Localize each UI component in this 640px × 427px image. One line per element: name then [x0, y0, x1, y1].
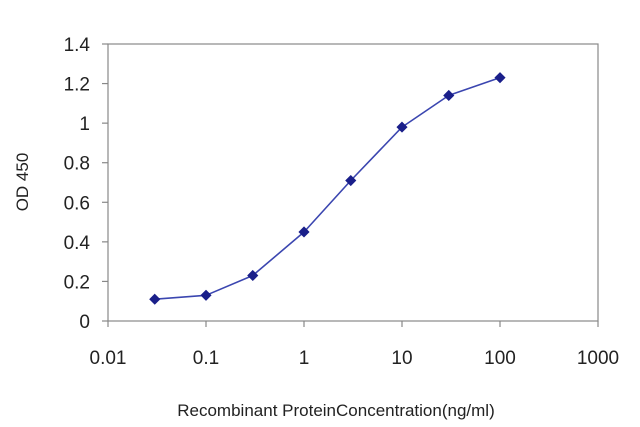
x-tick-label: 0.01	[90, 348, 127, 369]
x-axis-title: Recombinant ProteinConcentration(ng/ml)	[177, 401, 495, 420]
data-point	[396, 121, 408, 133]
y-tick-label: 0	[79, 312, 90, 333]
y-tick-label: 1.4	[64, 35, 91, 56]
data-point	[345, 174, 357, 187]
y-tick-label: 0.2	[64, 272, 90, 293]
x-tick-label: 0.1	[193, 348, 219, 369]
plot-frame	[107, 43, 599, 322]
data-point	[149, 293, 161, 305]
data-series	[149, 72, 506, 305]
y-axis-title: OD 450	[13, 153, 32, 212]
x-tick-label: 1000	[577, 348, 619, 369]
data-point	[443, 89, 455, 102]
y-tick-label: 0.4	[64, 233, 91, 254]
y-axis-ticks: 0 0.2 0.4 0.6 0.8 1 1.2 1.4	[64, 35, 108, 333]
y-tick-label: 0.6	[64, 193, 90, 214]
x-tick-label: 10	[391, 348, 412, 369]
x-tick-label: 1	[299, 348, 310, 369]
data-point	[494, 72, 506, 84]
data-point	[298, 226, 310, 238]
x-tick-label: 100	[484, 348, 516, 369]
data-point	[247, 269, 259, 282]
y-tick-label: 0.8	[64, 154, 90, 175]
data-point	[200, 289, 212, 301]
y-tick-label: 1	[79, 114, 90, 135]
x-axis-ticks: 0.01 0.1 1 10 100 1000	[90, 321, 619, 369]
series-line	[154, 76, 501, 300]
y-tick-label: 1.2	[64, 75, 90, 96]
